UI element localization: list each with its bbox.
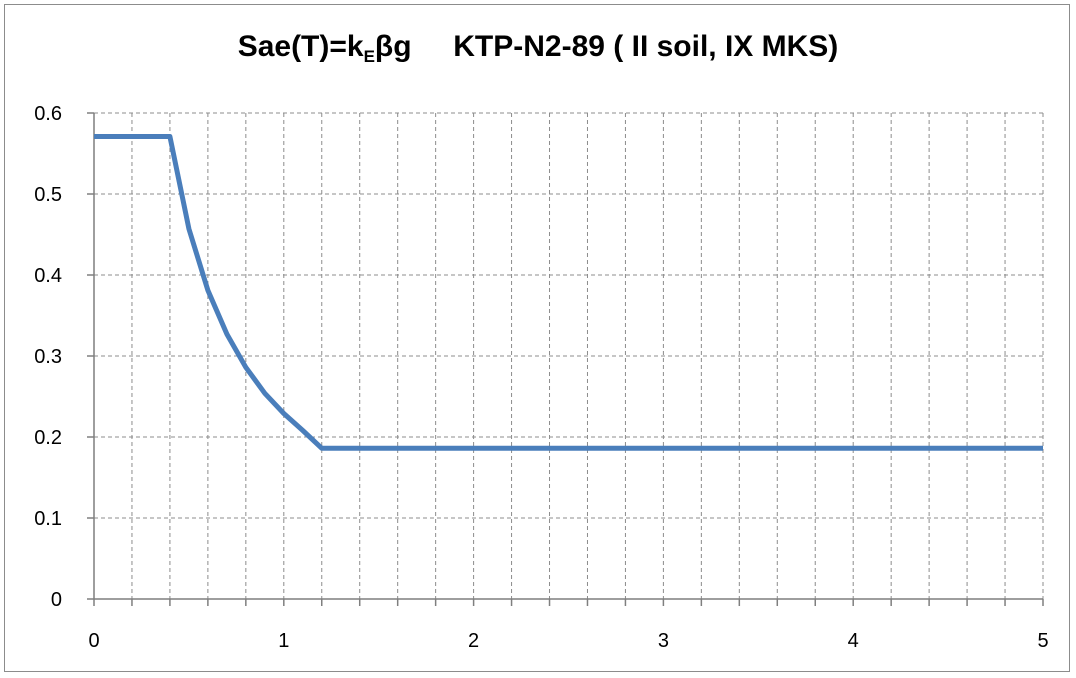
y-tick-label: 0.2 xyxy=(34,427,62,449)
y-tick-label: 0.6 xyxy=(34,103,62,125)
y-tick-label: 0.4 xyxy=(34,265,62,287)
y-tick-label: 0 xyxy=(51,589,62,611)
x-tick-label: 2 xyxy=(468,630,479,652)
axes xyxy=(87,112,1044,606)
series-layer xyxy=(94,134,1043,451)
x-tick-label: 0 xyxy=(88,630,99,652)
y-tick-label: 0.1 xyxy=(34,508,62,530)
x-tick-label: 3 xyxy=(658,630,669,652)
tick-labels: 0 0.1 0.2 0.3 0.4 0.5 0.6 0 1 2 3 4 5 xyxy=(34,103,1048,652)
chart-title: Sae(T)=kEβg KTP-N2-89 ( II soil, IX MKS) xyxy=(237,30,839,66)
grid-lines xyxy=(94,112,1044,599)
chart-frame xyxy=(4,4,1070,672)
x-tick-label: 1 xyxy=(278,630,289,652)
x-tick-label: 4 xyxy=(848,630,859,652)
series-line xyxy=(94,134,1043,451)
y-tick-label: 0.5 xyxy=(34,184,62,206)
y-tick-label: 0.3 xyxy=(34,346,62,368)
x-tick-label: 5 xyxy=(1037,630,1048,652)
